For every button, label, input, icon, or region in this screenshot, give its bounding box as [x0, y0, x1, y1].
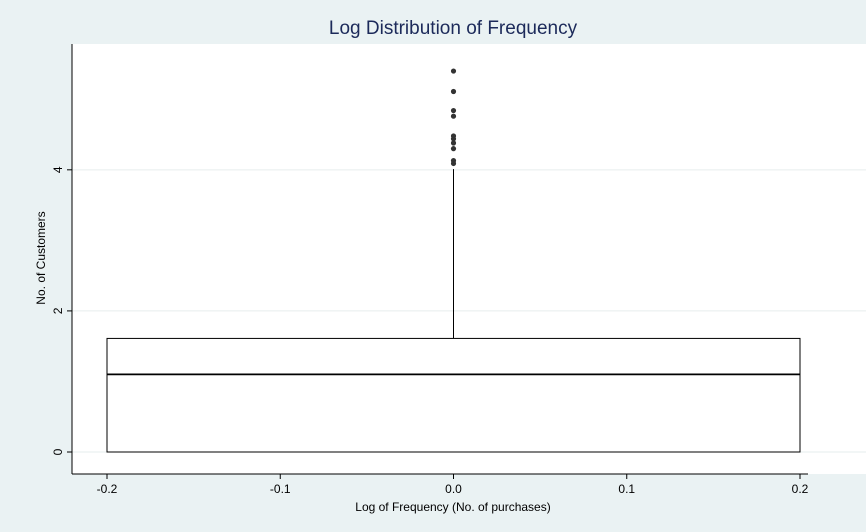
outlier-point-3: [450, 140, 457, 146]
outlier-point-7: [450, 107, 457, 114]
y-tick-label-0: 0: [51, 448, 65, 455]
tick-labels: -0.2 -0.1 0.0 0.1 0.2 0 2 4: [51, 166, 809, 496]
outlier-point-8: [450, 88, 457, 95]
y-tick-label-2: 4: [51, 166, 65, 173]
y-axis-label: No. of Customers: [34, 211, 48, 304]
x-tick-label-4: 0.2: [792, 482, 809, 496]
x-tick-label-1: -0.1: [270, 482, 291, 496]
outlier-point-2: [450, 146, 457, 152]
outlier-points: [450, 68, 457, 167]
axes: [67, 44, 808, 479]
x-tick-label-0: -0.2: [97, 482, 118, 496]
x-tick-label-2: 0.0: [445, 482, 462, 496]
y-tick-label-1: 2: [51, 307, 65, 314]
box-plot: [106, 169, 801, 453]
x-axis-label: Log of Frequency (No. of purchases): [355, 500, 550, 514]
outlier-point-1: [450, 158, 457, 164]
outlier-point-6: [450, 113, 457, 119]
outlier-point-5: [450, 133, 457, 139]
x-tick-label-3: 0.1: [618, 482, 635, 496]
plot-area: [72, 44, 866, 474]
outlier-point-9: [450, 68, 457, 74]
chart-title: Log Distribution of Frequency: [329, 18, 578, 39]
